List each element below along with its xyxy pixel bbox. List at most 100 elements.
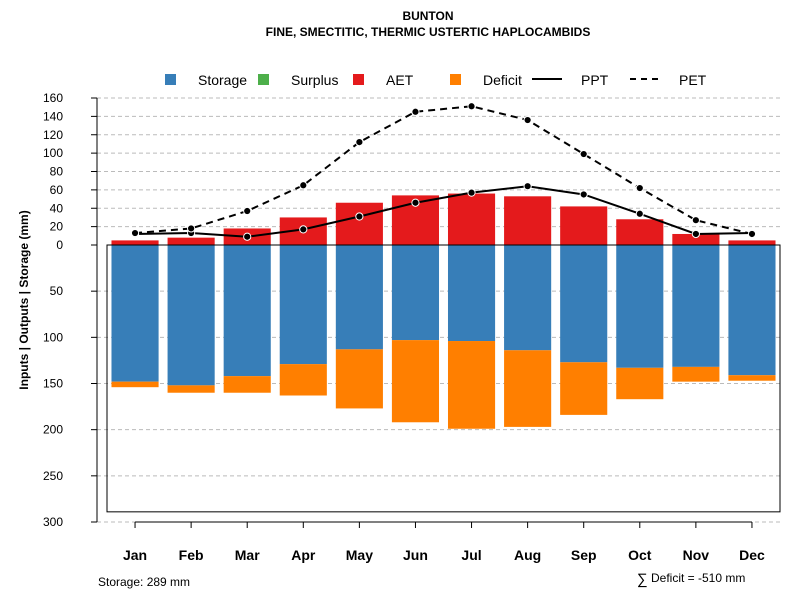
y-tick-label: 250	[43, 469, 63, 483]
bar-deficit-may	[335, 349, 383, 409]
x-tick-label-apr: Apr	[291, 547, 316, 563]
legend-item-storage: Storage	[165, 72, 247, 88]
point-ppt-may	[355, 212, 364, 221]
lines	[130, 102, 757, 241]
point-ppt-jun	[411, 198, 420, 207]
legend-label: Deficit	[483, 72, 522, 88]
bar-deficit-dec	[728, 375, 776, 381]
x-tick-label-may: May	[346, 547, 373, 563]
bar-storage-feb	[167, 245, 215, 386]
y-tick-label: 100	[43, 330, 63, 344]
bar-deficit-sep	[560, 362, 608, 415]
bar-aet-sep	[560, 206, 608, 245]
x-tick-label-jan: Jan	[123, 547, 147, 563]
y-tick-label: 120	[43, 128, 63, 142]
bar-deficit-oct	[616, 367, 664, 400]
line-pet	[134, 105, 753, 235]
y-tick-label: 200	[43, 423, 63, 437]
axes: Jan Feb Mar Apr May Jun Jul Aug Sep Oct Nov Dec	[96, 98, 781, 563]
point-ppt-mar	[243, 232, 252, 241]
x-tick-label-oct: Oct	[628, 547, 652, 563]
y-tick-label: 160	[43, 91, 63, 105]
bar-deficit-jan	[111, 381, 159, 388]
chart-title: BUNTON	[402, 9, 453, 23]
bar-deficit-nov	[672, 366, 720, 382]
legend-swatch	[450, 74, 461, 85]
point-ppt-sep	[579, 190, 588, 199]
y-tick-label: 50	[50, 284, 64, 298]
legend-item-deficit: Deficit	[450, 72, 522, 88]
y-tick-label: 140	[43, 109, 63, 123]
point-pet-aug	[523, 115, 532, 125]
point-pet-may	[355, 138, 364, 147]
point-pet-jul	[467, 102, 476, 111]
bar-aet-oct	[616, 219, 664, 245]
point-ppt-apr	[299, 225, 308, 234]
point-pet-oct	[635, 183, 644, 193]
storage-footer: Storage: 289 mm	[98, 575, 190, 589]
y-tick-label: 40	[50, 201, 64, 215]
point-ppt-nov	[691, 229, 700, 239]
bar-aet-jan	[111, 240, 159, 245]
bar-aet-may	[335, 202, 383, 245]
bar-deficit-mar	[223, 376, 271, 393]
legend: Storage Surplus AET Deficit PPT PET	[165, 72, 707, 88]
point-pet-jun	[411, 107, 420, 116]
bar-deficit-aug	[504, 350, 552, 427]
y-tick-label: 60	[50, 183, 64, 197]
legend-label: AET	[386, 72, 414, 88]
bar-storage-jul	[447, 245, 496, 342]
line-ppt	[135, 185, 752, 238]
legend-label: PET	[679, 72, 707, 88]
legend-item-aet: AET	[353, 72, 414, 88]
point-pet-nov	[691, 216, 700, 225]
x-tick-label-jul: Jul	[461, 547, 481, 563]
point-pet-sep	[579, 149, 588, 159]
deficit-footer: Deficit = -510 mm	[651, 571, 745, 585]
point-ppt-oct	[635, 209, 644, 218]
bar-deficit-jun	[391, 340, 440, 423]
legend-label: Surplus	[291, 72, 338, 88]
legend-swatch	[258, 74, 269, 85]
bar-deficit-feb	[167, 385, 215, 393]
legend-item-surplus: Surplus	[258, 72, 338, 88]
bar-storage-may	[335, 245, 383, 350]
point-pet-dec	[747, 229, 757, 239]
legend-label: Storage	[198, 72, 247, 88]
bar-aet-nov	[672, 233, 720, 245]
bar-storage-jun	[391, 245, 440, 341]
y-tick-label: 150	[43, 377, 63, 391]
x-tick-label-mar: Mar	[235, 547, 260, 563]
bar-deficit-apr	[279, 364, 327, 396]
bar-storage-nov	[672, 245, 720, 367]
bars	[111, 193, 776, 429]
bar-storage-mar	[223, 245, 271, 377]
bar-aet-aug	[504, 196, 552, 245]
x-tick-label-dec: Dec	[739, 547, 765, 563]
point-pet-feb	[187, 224, 196, 233]
legend-label: PPT	[581, 72, 609, 88]
bar-storage-jan	[111, 245, 159, 382]
bar-storage-dec	[728, 245, 776, 376]
y-tick-label: 80	[50, 165, 64, 179]
y-axis-label: Inputs | Outputs | Storage (mm)	[17, 210, 31, 389]
bar-storage-aug	[504, 245, 552, 351]
x-tick-label-feb: Feb	[179, 547, 204, 563]
point-pet-jan	[130, 228, 140, 238]
x-tick-label-aug: Aug	[514, 547, 541, 563]
y-tick-label: 300	[43, 515, 63, 529]
bar-aet-dec	[728, 240, 776, 245]
legend-item-pet: PET	[630, 72, 707, 88]
point-pet-apr	[299, 181, 308, 190]
y-tick-label: 20	[50, 220, 64, 234]
chart-subtitle: FINE, SMECTITIC, THERMIC USTERTIC HAPLOC…	[266, 25, 591, 39]
point-ppt-jul	[467, 188, 476, 197]
bar-storage-apr	[279, 245, 327, 365]
bar-deficit-jul	[447, 341, 496, 429]
sigma-icon: ∑	[637, 571, 648, 588]
bar-aet-jul	[447, 193, 496, 245]
x-tick-label-jun: Jun	[403, 547, 428, 563]
bar-storage-sep	[560, 245, 608, 363]
y-tick-label: 0	[56, 238, 63, 252]
